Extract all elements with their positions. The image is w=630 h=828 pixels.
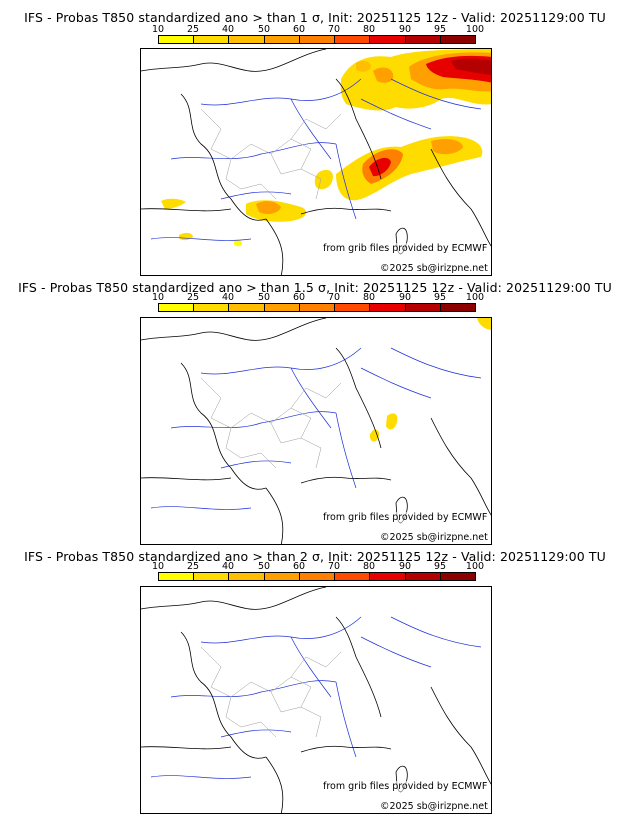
colorbar-tick: 100 — [465, 24, 485, 35]
colorbar-segment — [370, 304, 406, 311]
colorbar-tick: 90 — [398, 292, 412, 303]
colorbar-tick: 95 — [433, 24, 447, 35]
panel-title: IFS - Probas T850 standardized ano > tha… — [18, 280, 612, 295]
colorbar-tick: 100 — [465, 292, 485, 303]
colorbar-tick: 50 — [257, 292, 271, 303]
colorbar-segment — [370, 36, 406, 43]
data-source-credit: from grib files provided by ECMWF — [322, 781, 489, 792]
colorbar-segment — [335, 36, 371, 43]
colorbar-tick: 40 — [221, 561, 235, 572]
colorbar-segment — [440, 573, 475, 580]
map-frame: from grib files provided by ECMWF ©2025 … — [140, 48, 492, 276]
colorbar-tick: 70 — [327, 24, 341, 35]
colorbar-segment — [159, 304, 195, 311]
colorbar-segment — [194, 304, 230, 311]
copyright-text: ©2025 sb@irizpne.net — [379, 801, 489, 812]
colorbar-segment — [229, 304, 265, 311]
colorbar-segment — [264, 573, 300, 580]
probability-shading — [369, 318, 491, 442]
colorbar-segment — [299, 573, 336, 580]
colorbar-tick: 25 — [186, 24, 200, 35]
probability-map — [141, 49, 491, 275]
colorbar-tick: 95 — [433, 561, 447, 572]
panel-title: IFS - Probas T850 standardized ano > tha… — [24, 10, 606, 25]
colorbar-segment — [405, 573, 441, 580]
panel-title: IFS - Probas T850 standardized ano > tha… — [24, 549, 606, 564]
colorbar-tick: 60 — [292, 561, 306, 572]
probability-shading — [161, 49, 491, 247]
colorbar-tick: 50 — [257, 561, 271, 572]
map-frame: from grib files provided by ECMWF ©2025 … — [140, 586, 492, 814]
colorbar-segment — [159, 36, 195, 43]
colorbar-tick: 80 — [362, 24, 376, 35]
colorbar-segment — [159, 573, 195, 580]
colorbar-tick: 40 — [221, 292, 235, 303]
colorbar-segment — [370, 573, 406, 580]
colorbar-tick: 90 — [398, 24, 412, 35]
colorbar-tick: 70 — [327, 292, 341, 303]
colorbar-tick: 40 — [221, 24, 235, 35]
colorbar-segment — [229, 573, 265, 580]
colorbar-segment — [299, 36, 336, 43]
copyright-text: ©2025 sb@irizpne.net — [379, 263, 489, 274]
data-source-credit: from grib files provided by ECMWF — [322, 512, 489, 523]
colorbar-segment — [299, 304, 336, 311]
colorbar-segment — [335, 304, 371, 311]
colorbar-tick: 80 — [362, 292, 376, 303]
colorbar-tick: 25 — [186, 561, 200, 572]
colorbar-tick: 60 — [292, 24, 306, 35]
colorbar-segment — [405, 304, 441, 311]
probability-map — [141, 587, 491, 813]
colorbar-tick: 10 — [151, 292, 165, 303]
colorbar — [158, 572, 476, 581]
colorbar-segment — [264, 304, 300, 311]
map-frame: from grib files provided by ECMWF ©2025 … — [140, 317, 492, 545]
colorbar-tick: 25 — [186, 292, 200, 303]
colorbar-tick: 80 — [362, 561, 376, 572]
colorbar-segment — [405, 36, 441, 43]
colorbar-segment — [440, 36, 475, 43]
colorbar-tick: 60 — [292, 292, 306, 303]
colorbar-tick: 95 — [433, 292, 447, 303]
colorbar-tick: 10 — [151, 24, 165, 35]
colorbar-segment — [194, 36, 230, 43]
data-source-credit: from grib files provided by ECMWF — [322, 243, 489, 254]
colorbar-segment — [229, 36, 265, 43]
colorbar — [158, 303, 476, 312]
colorbar-segment — [335, 573, 371, 580]
colorbar-tick: 10 — [151, 561, 165, 572]
colorbar-tick: 70 — [327, 561, 341, 572]
colorbar — [158, 35, 476, 44]
colorbar-segment — [264, 36, 300, 43]
colorbar-segment — [440, 304, 475, 311]
colorbar-tick: 90 — [398, 561, 412, 572]
colorbar-tick: 50 — [257, 24, 271, 35]
copyright-text: ©2025 sb@irizpne.net — [379, 532, 489, 543]
colorbar-segment — [194, 573, 230, 580]
colorbar-tick: 100 — [465, 561, 485, 572]
probability-map — [141, 318, 491, 544]
